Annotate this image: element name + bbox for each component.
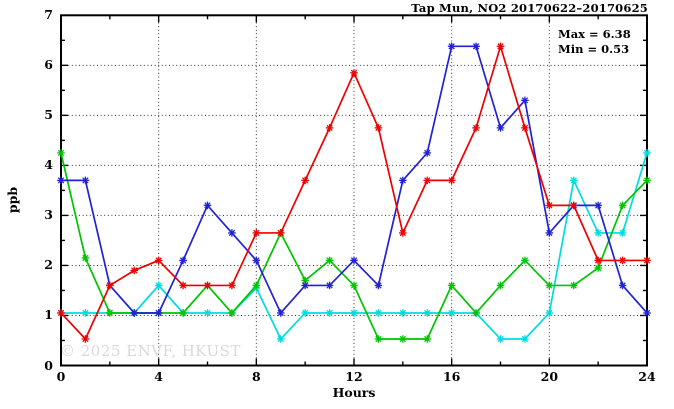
blue-series bbox=[57, 42, 651, 317]
x-tick-label: 4 bbox=[154, 369, 163, 384]
y-tick-label: 7 bbox=[44, 7, 53, 23]
max-value-label: Max = 6.38 bbox=[558, 27, 631, 41]
red-series-markers bbox=[57, 42, 651, 343]
y-tick-label: 0 bbox=[44, 357, 53, 373]
y-tick-label: 4 bbox=[44, 157, 53, 173]
min-value-label: Min = 0.53 bbox=[558, 42, 630, 56]
y-tick-label: 2 bbox=[44, 257, 53, 273]
chart-title: Tap Mun, NO2 20170622–20170625 bbox=[411, 1, 648, 15]
x-tick-label: 24 bbox=[638, 369, 656, 384]
x-tick-label: 16 bbox=[442, 369, 461, 384]
x-tick-label: 0 bbox=[56, 369, 66, 384]
y-tick-label: 5 bbox=[44, 107, 53, 123]
axis-ticks bbox=[60, 14, 648, 367]
watermark-text: © 2025 ENVF, HKUST bbox=[60, 342, 241, 360]
y-tick-label: 6 bbox=[44, 57, 53, 73]
max-min-annotation: Max = 6.38 Min = 0.53 bbox=[558, 27, 631, 57]
x-axis-label: Hours bbox=[332, 385, 376, 400]
y-tick-label: 3 bbox=[44, 207, 53, 223]
x-tick-label: 20 bbox=[540, 369, 559, 384]
y-tick-label: 1 bbox=[44, 307, 53, 323]
x-tick-label: 8 bbox=[251, 369, 261, 384]
red-series bbox=[57, 42, 651, 343]
x-tick-label: 12 bbox=[345, 369, 363, 384]
blue-series-line bbox=[61, 45, 648, 315]
blue-series-markers bbox=[57, 42, 651, 317]
y-axis-label: ppb bbox=[5, 186, 20, 214]
